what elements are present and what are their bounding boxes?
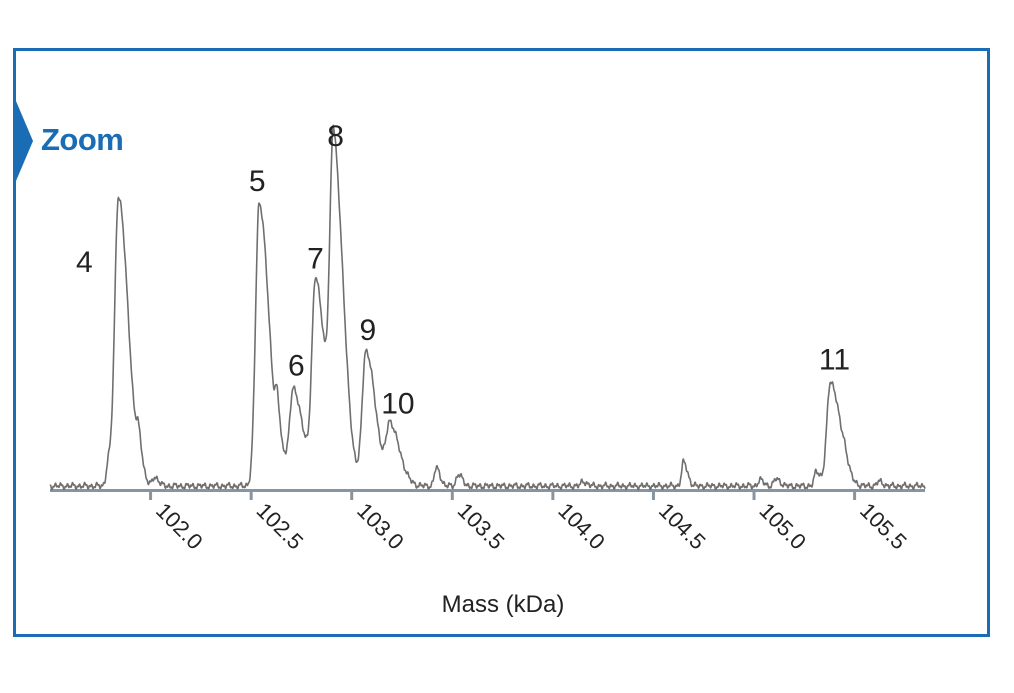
x-tick-mark xyxy=(551,492,555,500)
spectrum-plot xyxy=(49,124,926,491)
chart-frame xyxy=(13,48,990,637)
x-tick-label: 105.5 xyxy=(855,498,912,555)
peak-labels: 4 5 6 7 8 9 10 11 xyxy=(76,120,850,420)
x-tick-mark xyxy=(752,492,756,500)
x-tick-label: 102.5 xyxy=(252,498,309,555)
x-tick-mark xyxy=(853,492,857,500)
peak-label: 10 xyxy=(381,387,414,420)
x-tick-mark xyxy=(149,492,153,500)
x-axis-title: Mass (kDa) xyxy=(442,591,565,618)
zoom-label: Zoom xyxy=(41,122,124,157)
peak-label: 7 xyxy=(307,242,324,275)
x-tick-mark xyxy=(450,492,454,500)
x-tick-mark xyxy=(350,492,354,500)
x-axis-line xyxy=(50,489,925,492)
peak-label: 8 xyxy=(327,120,344,153)
peak-label: 9 xyxy=(359,314,376,347)
x-tick-mark xyxy=(249,492,253,500)
peak-label: 5 xyxy=(249,165,266,198)
x-tick-label: 103.0 xyxy=(352,498,409,555)
peak-label: 11 xyxy=(819,344,850,377)
x-tick-label: 103.5 xyxy=(453,498,510,555)
x-axis xyxy=(50,489,925,500)
peak-label: 4 xyxy=(76,246,93,279)
x-tick-label: 104.0 xyxy=(553,498,610,555)
x-tick-labels: 102.0 102.5 103.0 103.5 104.0 104.5 105.0 105.5 xyxy=(151,498,912,555)
x-tick-label: 105.0 xyxy=(754,498,811,555)
x-tick-label: 104.5 xyxy=(654,498,711,555)
panel-marker xyxy=(13,94,33,188)
spectrum-trace xyxy=(49,124,926,491)
x-tick-mark xyxy=(651,492,655,500)
peak-label: 6 xyxy=(288,350,305,383)
x-tick-label: 102.0 xyxy=(151,498,208,555)
